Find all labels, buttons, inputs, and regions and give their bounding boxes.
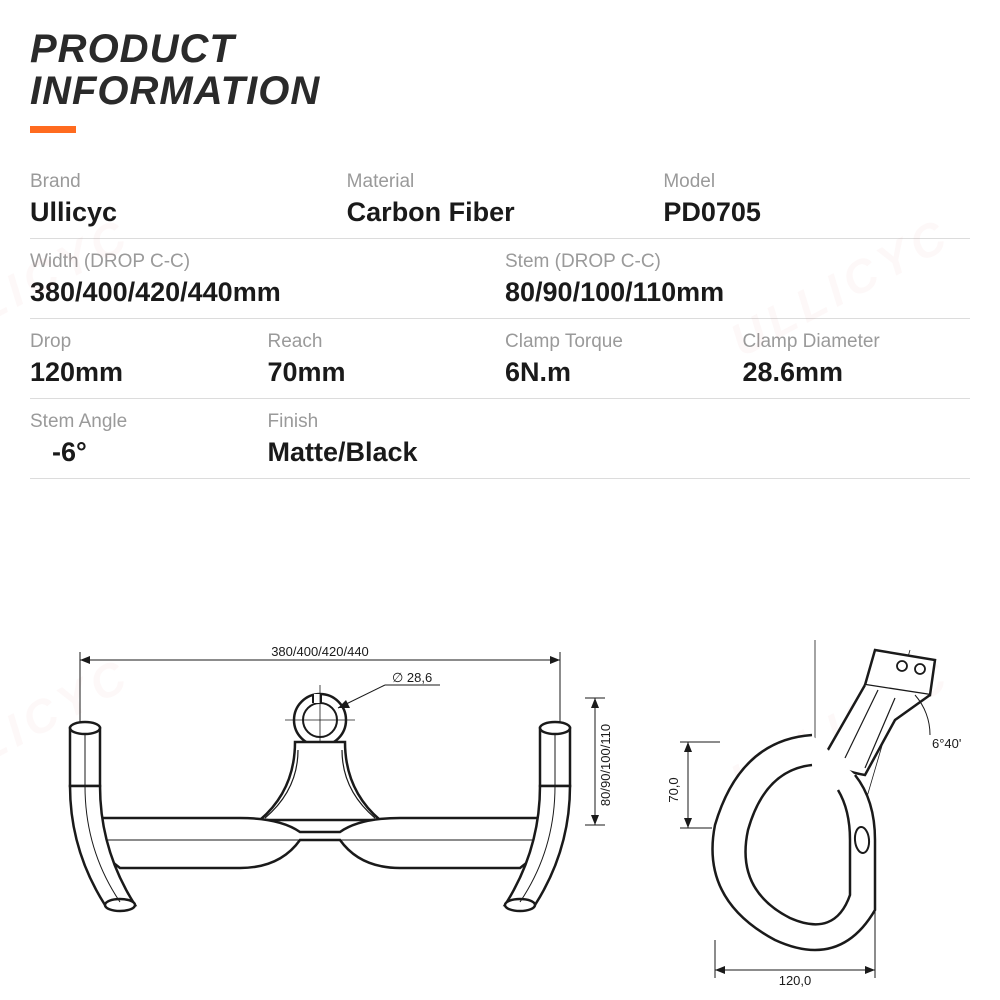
spec-cell-material: Material Carbon Fiber [347, 171, 654, 228]
spec-row: Brand Ullicyc Material Carbon Fiber Mode… [30, 159, 970, 239]
spec-value: Carbon Fiber [347, 197, 654, 228]
spec-value: 70mm [268, 357, 496, 388]
dim-width: 380/400/420/440 [271, 644, 369, 659]
technical-diagram: 380/400/420/440 80/90/100/110 [0, 620, 1000, 1000]
spec-label: Brand [30, 171, 337, 193]
spec-value: 28.6mm [743, 357, 971, 388]
spec-cell-empty [505, 411, 733, 468]
spec-label: Reach [268, 331, 496, 353]
title-line1: PRODUCT [30, 27, 235, 71]
spec-value: -6° [30, 437, 258, 468]
spec-label: Material [347, 171, 654, 193]
spec-value: Matte/Black [268, 437, 496, 468]
spec-value: 120mm [30, 357, 258, 388]
dim-drop: 120,0 [779, 973, 812, 988]
spec-row: Stem Angle -6° Finish Matte/Black [30, 399, 970, 479]
header: PRODUCT INFORMATION [0, 0, 1000, 141]
spec-cell-reach: Reach 70mm [268, 331, 496, 388]
spec-row: Drop 120mm Reach 70mm Clamp Torque 6N.m … [30, 319, 970, 399]
spec-label: Stem Angle [30, 411, 258, 433]
spec-label: Clamp Torque [505, 331, 733, 353]
spec-cell-empty [743, 411, 971, 468]
spec-label: Finish [268, 411, 496, 433]
spec-label: Model [663, 171, 970, 193]
dim-stem: 80/90/100/110 [598, 724, 613, 806]
dim-clamp: ∅ 28,6 [392, 670, 432, 685]
spec-value: 6N.m [505, 357, 733, 388]
spec-cell-finish: Finish Matte/Black [268, 411, 496, 468]
spec-cell-drop: Drop 120mm [30, 331, 258, 388]
spec-value: Ullicyc [30, 197, 337, 228]
spec-cell-brand: Brand Ullicyc [30, 171, 337, 228]
page-title: PRODUCT INFORMATION [30, 28, 970, 112]
spec-cell-torque: Clamp Torque 6N.m [505, 331, 733, 388]
spec-value: 380/400/420/440mm [30, 277, 495, 308]
spec-label: Drop [30, 331, 258, 353]
spec-cell-angle: Stem Angle -6° [30, 411, 258, 468]
dim-angle: 6°40' [932, 736, 961, 751]
accent-bar [30, 126, 76, 133]
title-line2: INFORMATION [30, 69, 320, 113]
dim-reach: 70,0 [666, 777, 681, 802]
